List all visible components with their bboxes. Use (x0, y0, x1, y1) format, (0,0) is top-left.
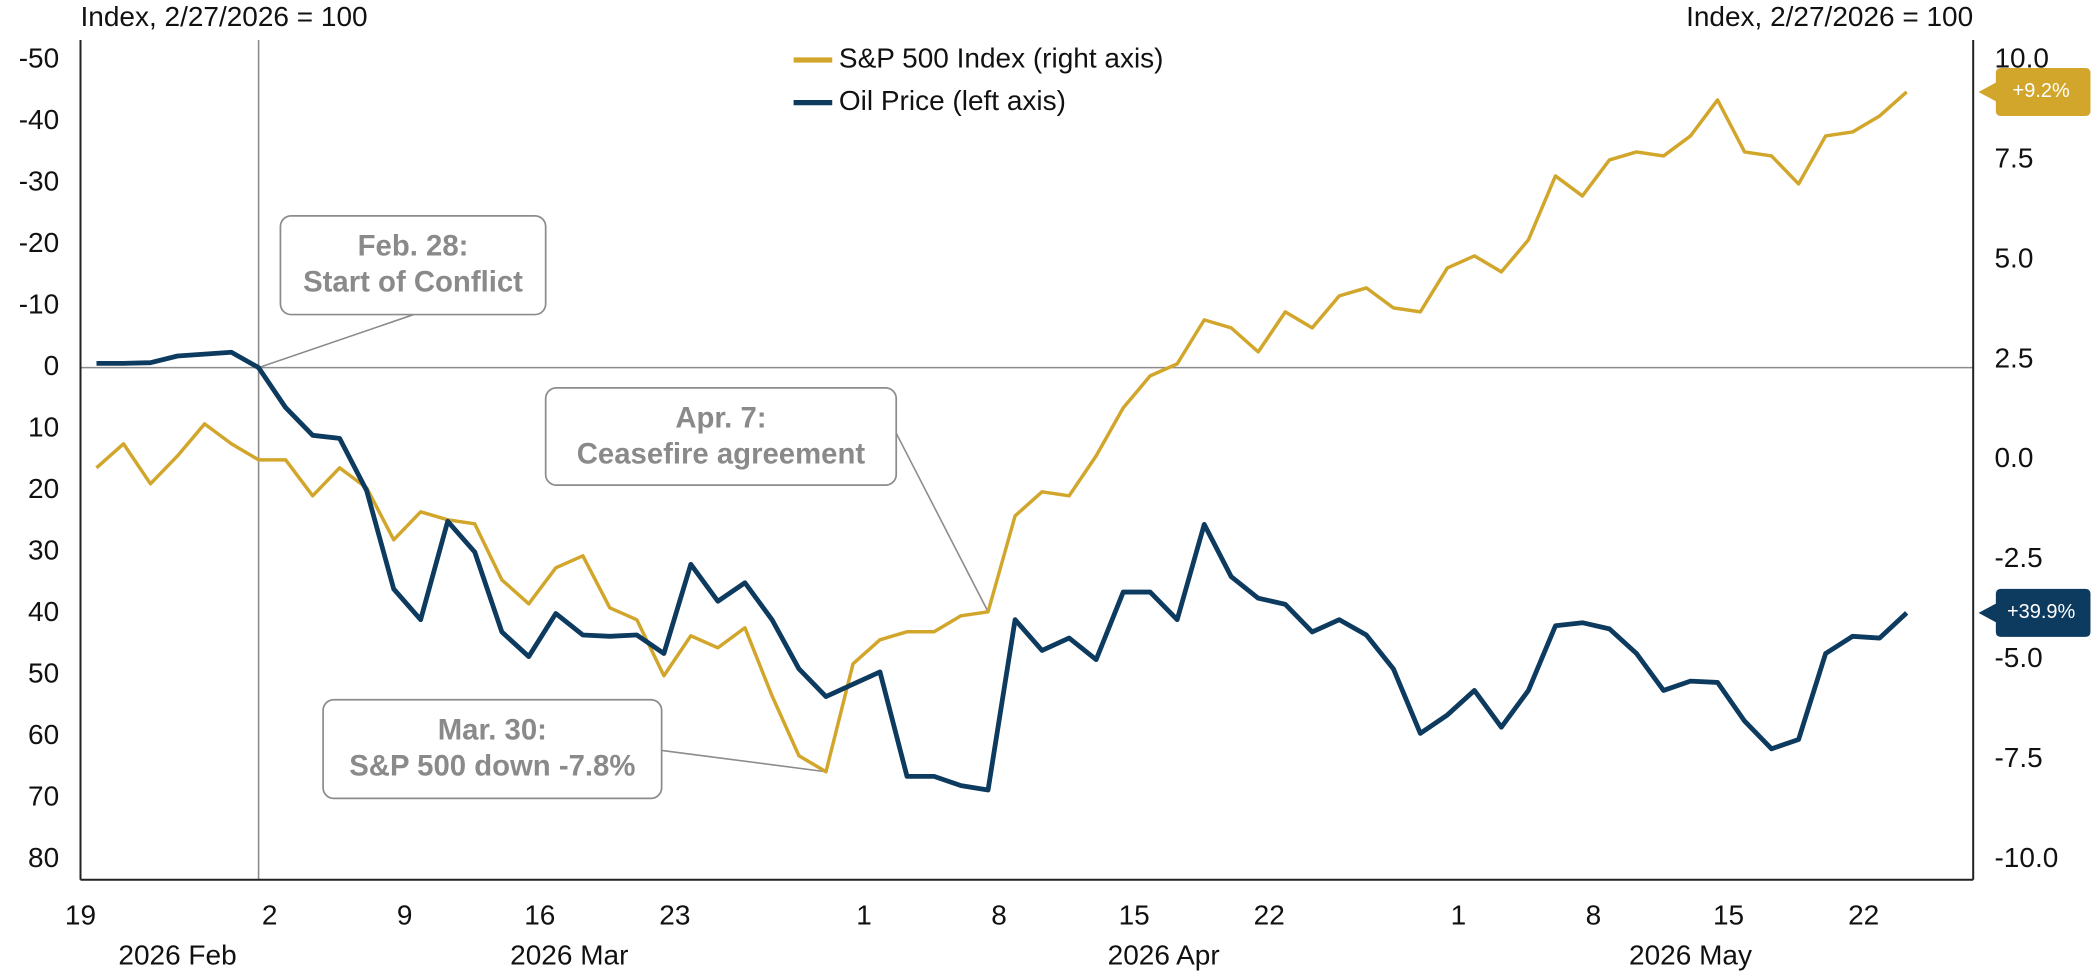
annotation-text: Feb. 28: (358, 230, 469, 263)
y2-tick-label: -5.0 (1995, 642, 2043, 673)
annotation-text: Start of Conflict (303, 266, 523, 299)
annotation-text: Mar. 30: (438, 713, 547, 746)
annotation-leader (661, 749, 827, 773)
annotation-box (544, 387, 898, 487)
y2-tick-label: -2.5 (1995, 542, 2043, 573)
end-tag: +39.9% (1978, 588, 2091, 637)
y-tick-label: -40 (19, 104, 59, 135)
annotation-text: Ceasefire agreement (577, 438, 866, 471)
y-tick-label: 10 (28, 411, 59, 442)
annotation-leader (258, 313, 414, 369)
legend-label: Oil Price (left axis) (839, 85, 1066, 116)
x-tick-label: 22 (1254, 899, 1285, 930)
x-tick-label: 15 (1119, 899, 1150, 930)
end-tag-shape (1978, 588, 2091, 637)
end-tag-shape (1978, 67, 2091, 116)
annotation-text: Apr. 7: (675, 402, 766, 435)
series-line (95, 90, 1908, 774)
x-tick-label: 23 (659, 899, 690, 930)
x-tick-label: 15 (1713, 899, 1744, 930)
y2-tick-label: 2.5 (1995, 342, 2034, 373)
y-tick-label: 40 (28, 596, 59, 627)
x-tick-label: 9 (397, 899, 413, 930)
annotation-box (279, 215, 547, 316)
end-tag-label: +9.2% (2013, 80, 2070, 102)
y-tick-label: 50 (28, 657, 59, 688)
annotation-leader (895, 432, 989, 613)
x-tick-label: 22 (1848, 899, 1879, 930)
x-tick-label: 19 (65, 899, 96, 930)
month-label: 2026 May (1629, 939, 1752, 970)
y-tick-label: -50 (19, 43, 59, 74)
y2-axis-title: Index, 2/27/2026 = 100 (1686, 1, 1973, 32)
y-tick-label: 20 (28, 473, 59, 504)
y-tick-label: -30 (19, 166, 59, 197)
annotation-text: S&P 500 down -7.8% (349, 749, 635, 782)
x-tick-label: 8 (991, 899, 1007, 930)
y-axis-title: Index, 2/27/2026 = 100 (80, 1, 367, 32)
end-tag: +9.2% (1978, 67, 2091, 116)
y2-tick-label: 5.0 (1995, 242, 2034, 273)
y2-tick-label: -10.0 (1995, 842, 2059, 873)
y-tick-label: 30 (28, 534, 59, 565)
y-tick-label: 60 (28, 719, 59, 750)
x-tick-label: 1 (856, 899, 872, 930)
y-tick-label: -20 (19, 227, 59, 258)
y2-tick-label: 7.5 (1995, 142, 2034, 173)
series-line (96, 349, 1909, 793)
month-label: 2026 Mar (510, 939, 628, 970)
end-tag-label: +39.9% (2007, 601, 2076, 623)
y2-tick-label: -7.5 (1995, 742, 2043, 773)
y-tick-label: 80 (28, 842, 59, 873)
annotation-box (322, 698, 663, 800)
legend-label: S&P 500 Index (right axis) (839, 42, 1164, 73)
month-label: 2026 Feb (118, 939, 236, 970)
x-tick-label: 16 (524, 899, 555, 930)
y2-tick-label: 0.0 (1995, 442, 2034, 473)
y-tick-label: 0 (44, 350, 60, 381)
y-tick-label: -10 (19, 289, 59, 320)
x-tick-label: 1 (1451, 899, 1467, 930)
month-label: 2026 Apr (1108, 939, 1220, 970)
x-tick-label: 2 (262, 899, 278, 930)
x-tick-label: 8 (1586, 899, 1602, 930)
y-tick-label: 70 (28, 780, 59, 811)
